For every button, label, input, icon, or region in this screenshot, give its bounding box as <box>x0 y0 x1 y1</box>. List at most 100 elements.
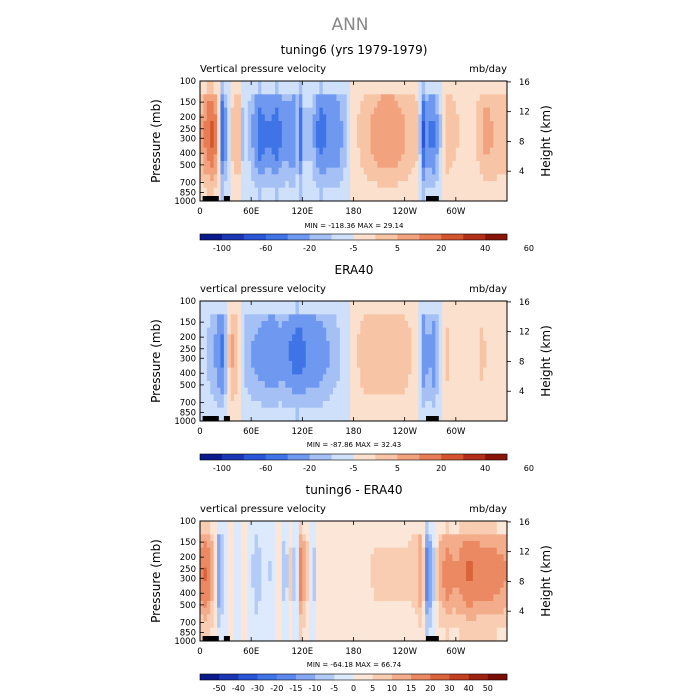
heatmap-cell <box>380 581 385 589</box>
heatmap-cell <box>336 601 341 609</box>
heatmap-cell <box>271 161 276 169</box>
heatmap-cell <box>220 314 225 322</box>
heatmap-cell <box>217 407 221 415</box>
y-tick-label: 700 <box>180 178 196 188</box>
heatmap-cell <box>309 301 313 309</box>
heatmap-cell <box>346 321 351 329</box>
heatmap-cell <box>237 341 242 349</box>
heatmap-cell <box>309 614 313 622</box>
heatmap-cell <box>275 194 279 202</box>
heatmap-cell <box>356 127 361 135</box>
heatmap-cell <box>438 401 443 409</box>
heatmap-cell <box>493 534 498 542</box>
heatmap-cell <box>408 367 412 375</box>
heatmap-cell <box>370 354 375 362</box>
heatmap-cell <box>445 167 450 175</box>
heatmap-cell <box>244 327 249 335</box>
heatmap-cell <box>421 594 426 602</box>
heatmap-cell <box>363 387 368 395</box>
heatmap-cell <box>408 87 412 95</box>
heatmap-cell <box>275 141 279 149</box>
heatmap-cell <box>483 307 487 315</box>
heatmap-cell <box>206 147 211 155</box>
heatmap-cell <box>281 401 286 409</box>
heatmap-cell <box>356 534 361 542</box>
heatmap-cell <box>275 367 279 375</box>
heatmap-cell <box>401 347 406 355</box>
heatmap-cell <box>237 187 242 195</box>
heatmap-cell <box>380 401 385 409</box>
heatmap-cell <box>449 114 453 122</box>
heatmap-cell <box>387 141 392 149</box>
heatmap-cell <box>353 541 358 549</box>
heatmap-cell <box>397 301 402 309</box>
heatmap-cell <box>336 341 341 349</box>
heatmap-cell <box>326 541 331 549</box>
heatmap-cell <box>452 94 457 102</box>
heatmap-cell <box>251 161 255 169</box>
colorbar-label: -5 <box>350 464 358 473</box>
heatmap-cell <box>223 347 228 355</box>
heatmap-cell <box>425 534 429 542</box>
heatmap-cell <box>387 301 392 309</box>
heatmap-cell <box>414 361 419 369</box>
heatmap-cell <box>285 154 290 162</box>
heatmap-cell <box>476 574 481 582</box>
heatmap-cell <box>244 101 249 109</box>
heatmap-cell <box>220 381 225 389</box>
heatmap-cell <box>350 407 354 415</box>
heatmap-cell <box>336 174 341 182</box>
heatmap-cell <box>206 607 211 615</box>
heatmap-cell <box>489 627 494 635</box>
heatmap-cell <box>414 101 419 109</box>
heatmap-cell <box>326 147 331 155</box>
heatmap-cell <box>500 534 504 542</box>
heatmap-cell <box>431 347 436 355</box>
heatmap-cell <box>401 314 406 322</box>
heatmap-cell <box>200 101 204 109</box>
heatmap-cell <box>288 581 293 589</box>
heatmap-cell <box>305 94 310 102</box>
heatmap-cell <box>411 147 416 155</box>
heatmap-cell <box>336 414 341 422</box>
heatmap-cell <box>479 134 484 142</box>
heatmap-cell <box>203 174 208 182</box>
heatmap-cell <box>384 561 389 569</box>
heatmap-cell <box>285 187 290 195</box>
heatmap-cell <box>305 607 310 615</box>
heatmap-cell <box>503 187 508 195</box>
heatmap-cell <box>384 554 389 562</box>
heatmap-cell <box>223 167 228 175</box>
heatmap-cell <box>305 374 310 382</box>
heatmap-cell <box>360 521 365 529</box>
heatmap-cell <box>295 307 300 315</box>
heatmap-cell <box>356 174 361 182</box>
heatmap-cell <box>431 594 436 602</box>
heatmap-cell <box>247 127 252 135</box>
heatmap-cell <box>275 401 279 409</box>
heatmap-cell <box>206 314 211 322</box>
heatmap-cell <box>418 387 423 395</box>
heatmap-cell <box>339 527 344 535</box>
heatmap-cell <box>298 114 303 122</box>
colorbar-swatch <box>353 454 376 460</box>
heatmap-cell <box>217 141 221 149</box>
heatmap-cell <box>298 387 303 395</box>
heatmap-cell <box>486 574 491 582</box>
heatmap-cell <box>483 94 487 102</box>
heatmap-cell <box>442 607 446 615</box>
heatmap-cell <box>213 167 218 175</box>
heatmap-cell <box>401 327 406 335</box>
heatmap-cell <box>275 327 279 335</box>
heatmap-cell <box>496 181 501 189</box>
heatmap-cell <box>281 414 286 422</box>
heatmap-cell <box>295 614 300 622</box>
heatmap-cell <box>336 81 341 89</box>
heatmap-cell <box>442 301 446 309</box>
heatmap-cell <box>370 147 375 155</box>
heatmap-cell <box>244 314 249 322</box>
heatmap-cell <box>206 627 211 635</box>
heatmap-cell <box>346 621 351 629</box>
heatmap-cell <box>500 407 504 415</box>
heatmap-cell <box>247 134 252 142</box>
